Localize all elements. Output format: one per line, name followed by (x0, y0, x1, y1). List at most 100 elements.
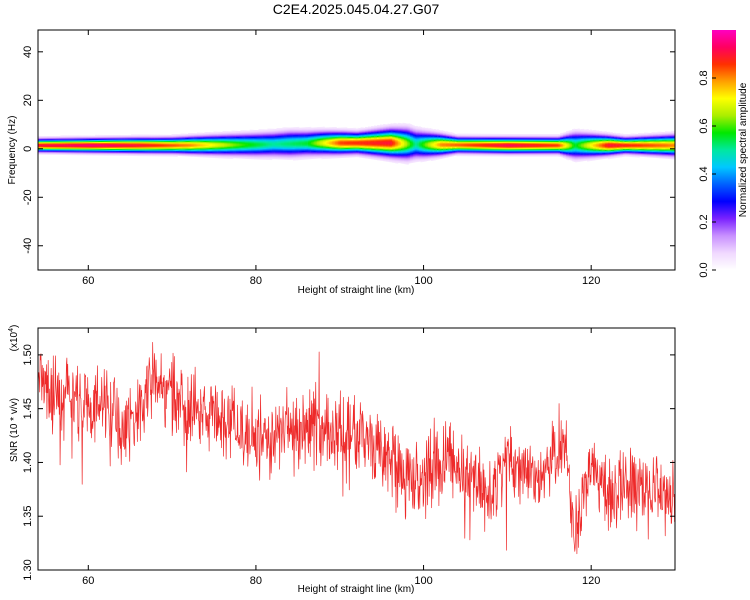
heatmap-cell (96, 152, 99, 154)
heatmap-cell (56, 150, 58, 153)
heatmap-cell (164, 136, 166, 139)
heatmap-cell (101, 141, 103, 143)
heatmap-cell (87, 144, 90, 146)
heatmap-cell (110, 147, 112, 149)
heatmap-cell (51, 141, 54, 144)
heatmap-cell (42, 139, 45, 142)
heatmap-cell (77, 153, 79, 156)
heatmap-cell (99, 136, 102, 139)
heatmap-cell (72, 140, 75, 142)
heatmap-cell (41, 152, 43, 154)
heatmap-cell (138, 143, 141, 145)
heatmap-cell (129, 141, 132, 143)
heatmap-cell (84, 142, 87, 144)
heatmap-cell (107, 142, 109, 145)
heatmap-cell (159, 143, 162, 145)
heatmap-cell (102, 149, 105, 151)
heatmap-cell (158, 141, 160, 143)
heatmap-cell (135, 142, 138, 144)
heatmap-cell (117, 147, 120, 150)
heatmap-cell (107, 147, 109, 149)
heatmap-cell (51, 145, 54, 148)
heatmap-cell (99, 137, 102, 140)
heatmap-cell (45, 143, 48, 146)
heatmap-cell (156, 153, 159, 155)
heatmap-cell (48, 151, 51, 153)
heatmap-cell (153, 154, 156, 156)
heatmap-cell (62, 145, 64, 147)
heatmap-cell (129, 153, 132, 156)
heatmap-cell (66, 147, 69, 149)
heatmap-cell (95, 134, 97, 137)
heatmap-cell (131, 151, 133, 154)
heatmap-cell (84, 136, 87, 138)
heatmap-cell (114, 136, 117, 138)
heatmap-cell (90, 139, 93, 141)
heatmap-cell (39, 143, 42, 145)
heatmap-cell (149, 149, 151, 151)
heatmap-cell (59, 143, 61, 145)
heatmap-cell (150, 135, 153, 137)
heatmap-cell (116, 139, 118, 142)
heatmap-cell (105, 134, 108, 137)
heatmap-cell (131, 147, 133, 150)
heatmap-cell (45, 144, 48, 147)
heatmap-cell (123, 144, 126, 147)
heatmap-cell (147, 154, 150, 156)
heatmap-cell (110, 143, 112, 146)
heatmap-cell (134, 139, 136, 141)
heatmap-cell (132, 152, 135, 155)
heatmap-cell (38, 145, 40, 147)
heatmap-cell (42, 141, 45, 144)
heatmap-cell (60, 144, 63, 146)
heatmap-cell (126, 150, 129, 153)
heatmap-cell (156, 154, 159, 156)
heatmap-cell (102, 140, 105, 143)
heatmap-cell (60, 147, 63, 150)
heatmap-cell (56, 152, 58, 154)
heatmap-cell (137, 153, 139, 156)
heatmap-cell (156, 150, 159, 152)
heatmap-cell (165, 153, 168, 155)
heatmap-cell (71, 135, 73, 137)
heatmap-cell (138, 152, 141, 155)
heatmap-cell (126, 154, 129, 156)
heatmap-cell (71, 137, 73, 139)
heatmap-cell (114, 147, 117, 149)
heatmap-cell (111, 142, 114, 145)
heatmap-cell (126, 137, 129, 139)
heatmap-cell (93, 151, 96, 153)
heatmap-cell (39, 140, 42, 143)
heatmap-cell (54, 138, 57, 140)
heatmap-cell (165, 138, 168, 141)
heatmap-cell (161, 142, 163, 144)
heatmap-cell (66, 149, 69, 152)
heatmap-cell (111, 140, 114, 143)
heatmap-cell (69, 148, 72, 150)
heatmap-cell (53, 145, 55, 148)
heatmap-cell (126, 145, 129, 148)
heatmap-cell (161, 141, 163, 143)
heatmap-cell (50, 143, 52, 146)
heatmap-cell (69, 151, 72, 154)
heatmap-cell (105, 152, 108, 154)
heatmap-cell (102, 142, 105, 144)
heatmap-cell (77, 147, 79, 149)
heatmap-cell (89, 143, 91, 145)
heatmap-cell (143, 144, 145, 146)
heatmap-cell (63, 147, 66, 150)
heatmap-cell (38, 151, 40, 153)
heatmap-cell (155, 136, 157, 138)
heatmap-cell (117, 143, 120, 146)
heatmap-cell (68, 146, 70, 148)
heatmap-cell (41, 149, 43, 151)
heatmap-cell (164, 146, 166, 148)
heatmap-cell (86, 149, 88, 151)
heatmap-cell (165, 149, 168, 151)
heatmap-cell (122, 152, 124, 154)
heatmap-cell (48, 150, 51, 152)
heatmap-cell (141, 148, 144, 150)
heatmap-cell (129, 149, 132, 152)
heatmap-cell (141, 151, 144, 153)
heatmap-cell (126, 144, 129, 146)
